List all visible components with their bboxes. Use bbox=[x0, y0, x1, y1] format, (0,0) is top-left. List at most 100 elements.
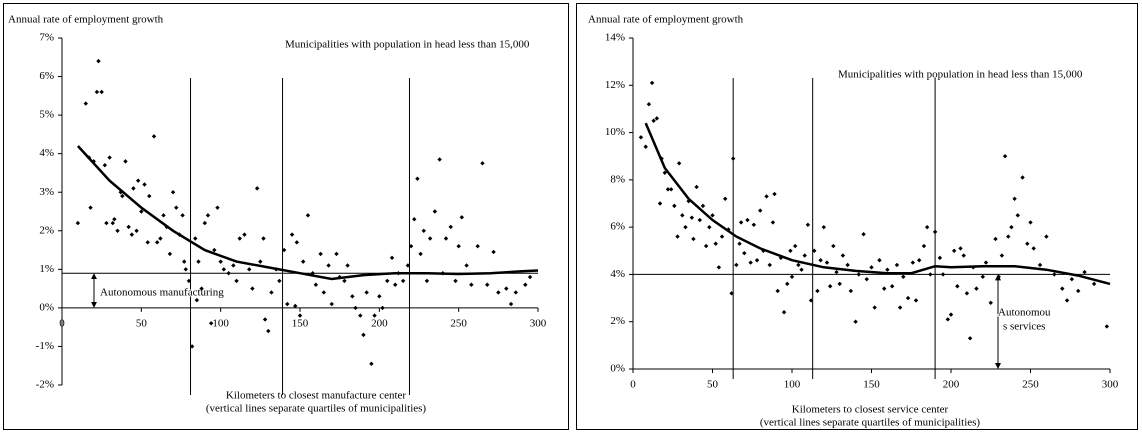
data-point bbox=[713, 241, 718, 246]
data-point bbox=[1025, 241, 1030, 246]
data-point bbox=[142, 182, 147, 187]
x-axis-title: (vertical lines separate quartiles of mu… bbox=[760, 417, 981, 429]
y-tick-label: 10% bbox=[605, 126, 625, 138]
data-point bbox=[788, 248, 793, 253]
data-point bbox=[1076, 288, 1081, 294]
data-point bbox=[694, 184, 699, 190]
x-tick-label: 0 bbox=[59, 317, 65, 329]
data-point bbox=[393, 282, 398, 287]
data-point bbox=[167, 251, 173, 257]
data-point bbox=[856, 272, 861, 277]
data-point bbox=[729, 291, 734, 296]
data-point bbox=[951, 248, 957, 253]
data-point bbox=[845, 262, 850, 268]
data-point bbox=[412, 217, 417, 222]
data-point bbox=[1082, 269, 1087, 275]
data-point bbox=[917, 258, 922, 263]
data-point bbox=[186, 278, 192, 284]
data-point bbox=[247, 267, 252, 272]
data-point bbox=[948, 312, 954, 317]
y-tick-label: 12% bbox=[605, 79, 625, 91]
y-tick-label: 14% bbox=[605, 32, 625, 44]
data-point bbox=[147, 193, 152, 199]
y-tick-label: -1% bbox=[36, 340, 54, 352]
data-point bbox=[840, 253, 846, 258]
data-point bbox=[237, 236, 242, 241]
data-point bbox=[527, 274, 533, 280]
data-point bbox=[651, 118, 656, 123]
data-point bbox=[877, 258, 882, 263]
data-point bbox=[139, 209, 144, 214]
data-point bbox=[999, 253, 1005, 258]
data-point bbox=[135, 178, 141, 183]
y-tick-label: 4% bbox=[39, 147, 54, 159]
data-point bbox=[329, 301, 334, 307]
data-point bbox=[885, 267, 890, 272]
data-point bbox=[758, 208, 763, 213]
data-point bbox=[649, 80, 655, 86]
data-point bbox=[1052, 272, 1057, 277]
data-point bbox=[448, 224, 453, 230]
data-point bbox=[932, 229, 938, 235]
data-point bbox=[707, 224, 712, 230]
data-point bbox=[745, 217, 750, 223]
data-point bbox=[102, 163, 108, 168]
panel-frame bbox=[3, 3, 569, 430]
data-point bbox=[231, 263, 236, 268]
data-point bbox=[88, 205, 93, 210]
data-point bbox=[723, 196, 728, 201]
data-point bbox=[738, 220, 744, 225]
data-point bbox=[697, 217, 702, 223]
data-point bbox=[212, 247, 217, 253]
data-point bbox=[353, 305, 358, 311]
data-point bbox=[405, 263, 411, 268]
data-point bbox=[174, 205, 179, 210]
chart-subtitle: Municipalities with population in head l… bbox=[285, 39, 530, 51]
data-point bbox=[662, 170, 667, 175]
data-point bbox=[215, 205, 220, 210]
data-point bbox=[864, 276, 869, 282]
data-point bbox=[646, 102, 652, 107]
data-point bbox=[742, 250, 747, 256]
data-point bbox=[882, 286, 887, 291]
data-point bbox=[754, 258, 760, 263]
data-point bbox=[443, 236, 449, 241]
data-point bbox=[764, 194, 769, 199]
data-point bbox=[456, 244, 461, 249]
y-tick-label: 2% bbox=[610, 315, 625, 327]
data-point bbox=[504, 286, 509, 291]
data-point bbox=[326, 263, 331, 268]
data-point bbox=[689, 215, 695, 220]
data-point bbox=[802, 253, 807, 258]
data-point bbox=[170, 190, 176, 195]
x-tick-label: 100 bbox=[212, 317, 229, 329]
data-point bbox=[964, 291, 970, 296]
y-tick-label: 2% bbox=[39, 224, 54, 236]
data-point bbox=[199, 286, 204, 291]
data-point bbox=[1037, 262, 1043, 268]
data-point bbox=[1060, 286, 1065, 291]
data-point bbox=[734, 262, 739, 268]
data-point bbox=[294, 240, 300, 245]
data-point bbox=[710, 213, 715, 218]
data-point bbox=[158, 236, 163, 241]
y-tick-label: 3% bbox=[39, 186, 54, 198]
data-point bbox=[96, 58, 101, 64]
data-point bbox=[432, 209, 438, 214]
data-point bbox=[676, 161, 682, 166]
data-point bbox=[205, 213, 211, 218]
data-point bbox=[988, 300, 993, 305]
data-point bbox=[134, 228, 139, 233]
data-point bbox=[289, 232, 295, 237]
data-point bbox=[889, 284, 895, 289]
x-tick-label: 300 bbox=[530, 317, 547, 329]
data-point bbox=[700, 203, 706, 209]
data-point bbox=[831, 243, 836, 249]
data-point bbox=[808, 298, 814, 303]
panel-frame bbox=[576, 3, 1138, 430]
data-point bbox=[897, 305, 903, 310]
data-point bbox=[770, 220, 776, 225]
data-point bbox=[894, 262, 900, 268]
data-point bbox=[389, 255, 395, 260]
data-point bbox=[945, 317, 951, 322]
